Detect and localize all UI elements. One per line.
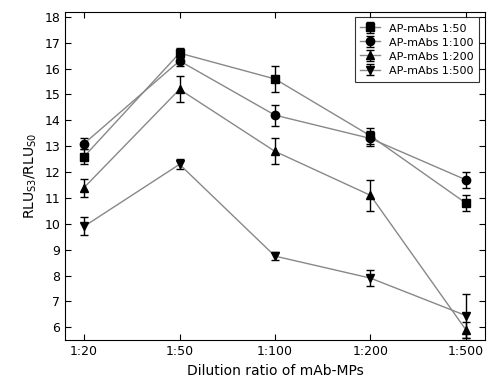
X-axis label: Dilution ratio of mAb-MPs: Dilution ratio of mAb-MPs — [186, 364, 364, 378]
Legend: AP-mAbs 1:50, AP-mAbs 1:100, AP-mAbs 1:200, AP-mAbs 1:500: AP-mAbs 1:50, AP-mAbs 1:100, AP-mAbs 1:2… — [355, 17, 480, 81]
Y-axis label: RLU$_\mathrm{S3}$/RLU$_\mathrm{S0}$: RLU$_\mathrm{S3}$/RLU$_\mathrm{S0}$ — [22, 133, 38, 219]
